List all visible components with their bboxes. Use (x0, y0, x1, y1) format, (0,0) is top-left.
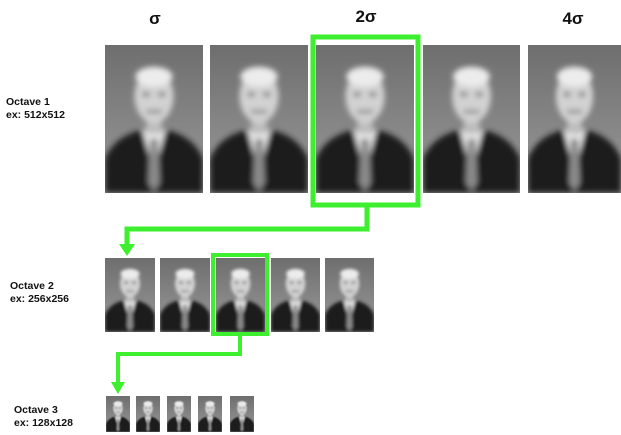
octave-1-images (105, 45, 621, 193)
octave-3-images (106, 396, 254, 432)
blurred-image (528, 45, 621, 193)
blurred-image (230, 396, 254, 432)
header-sigma: σ (149, 9, 161, 28)
sift-octave-diagram: σ 2σ 4σ Octave 1 ex: 512x512 Octave 2 ex… (0, 0, 621, 435)
blurred-image (105, 258, 155, 332)
octave-size: ex: 128x128 (14, 417, 73, 429)
blurred-image (423, 45, 520, 193)
blurred-image (105, 45, 203, 193)
blurred-image (216, 258, 265, 332)
arrowhead (119, 244, 135, 256)
octave-label: Octave 1 (6, 96, 50, 108)
blurred-image (136, 396, 160, 432)
blurred-image (210, 45, 308, 193)
octave-size: ex: 256x256 (10, 293, 69, 305)
octave-label: Octave 2 (10, 280, 54, 292)
blurred-image (271, 258, 320, 332)
blurred-image (198, 396, 222, 432)
arrow (118, 334, 240, 384)
header-4sigma: 4σ (562, 9, 583, 28)
header-2sigma: 2σ (355, 7, 376, 26)
octave-2-images (105, 258, 374, 332)
blurred-image (106, 396, 130, 432)
blurred-image (160, 258, 210, 332)
octave-label: Octave 3 (14, 404, 58, 416)
arrowhead (111, 382, 125, 394)
arrow (127, 205, 367, 246)
blurred-image (325, 258, 374, 332)
octave-size: ex: 512x512 (6, 109, 65, 121)
blurred-image (167, 396, 191, 432)
blurred-image (316, 45, 414, 193)
